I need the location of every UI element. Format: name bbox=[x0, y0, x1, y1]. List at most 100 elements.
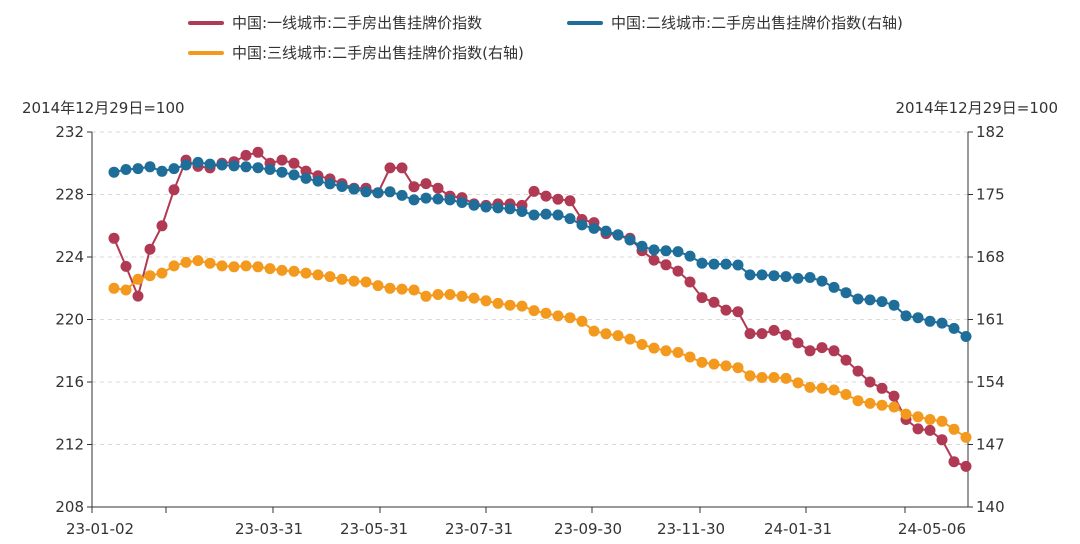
data-point-series-3 bbox=[396, 283, 408, 295]
data-point-series-2 bbox=[480, 201, 492, 213]
data-point-series-3 bbox=[288, 265, 300, 277]
data-point-series-2 bbox=[720, 258, 732, 270]
data-point-series-3 bbox=[300, 267, 312, 279]
data-point-series-2 bbox=[672, 246, 684, 258]
data-point-series-1 bbox=[540, 190, 552, 202]
data-point-series-2 bbox=[516, 206, 528, 217]
data-point-series-3 bbox=[960, 431, 972, 443]
data-point-series-2 bbox=[444, 194, 456, 206]
legend-label-tier2: 中国:二线城市:二手房出售挂牌价指数(右轴) bbox=[611, 14, 903, 32]
data-point-series-3 bbox=[504, 299, 516, 311]
data-point-series-3 bbox=[576, 315, 588, 327]
data-point-series-2 bbox=[108, 166, 120, 178]
data-point-series-1 bbox=[384, 162, 396, 174]
x-tick-label: 23-07-31 bbox=[445, 520, 513, 538]
data-point-series-1 bbox=[420, 178, 432, 190]
data-point-series-3 bbox=[612, 330, 624, 342]
data-point-series-1 bbox=[684, 276, 696, 288]
y-left-tick-label: 212 bbox=[55, 436, 84, 454]
data-point-series-1 bbox=[240, 149, 252, 161]
data-point-series-3 bbox=[216, 260, 228, 272]
data-point-series-1 bbox=[780, 329, 792, 341]
y-right-tick-label: 175 bbox=[976, 186, 1005, 204]
data-point-series-2 bbox=[960, 331, 972, 342]
data-point-series-2 bbox=[276, 166, 288, 178]
data-point-series-2 bbox=[768, 270, 780, 282]
data-point-series-3 bbox=[132, 273, 144, 285]
data-point-series-2 bbox=[504, 203, 516, 215]
data-point-series-3 bbox=[744, 370, 756, 382]
data-point-series-2 bbox=[624, 234, 636, 246]
data-point-series-2 bbox=[552, 209, 564, 221]
data-point-series-1 bbox=[528, 185, 540, 197]
data-point-series-2 bbox=[564, 213, 576, 225]
x-tick-label: 23-11-30 bbox=[657, 520, 725, 538]
data-point-series-3 bbox=[924, 414, 936, 425]
data-point-series-1 bbox=[732, 306, 744, 318]
data-point-series-2 bbox=[216, 159, 228, 171]
data-point-series-1 bbox=[840, 354, 852, 366]
y-right-tick-label: 168 bbox=[976, 248, 1005, 266]
data-point-series-1 bbox=[648, 254, 660, 266]
data-point-series-3 bbox=[120, 284, 132, 296]
data-point-series-1 bbox=[564, 195, 576, 207]
data-point-series-3 bbox=[492, 297, 504, 309]
data-point-series-2 bbox=[180, 159, 192, 171]
data-point-series-3 bbox=[900, 408, 912, 420]
data-point-series-1 bbox=[708, 296, 720, 308]
data-point-series-2 bbox=[888, 299, 900, 311]
data-point-series-2 bbox=[492, 202, 504, 214]
data-point-series-3 bbox=[228, 261, 240, 273]
legend-item-tier1[interactable]: 中国:一线城市:二手房出售挂牌价指数 bbox=[188, 12, 482, 33]
legend-item-tier2[interactable]: 中国:二线城市:二手房出售挂牌价指数(右轴) bbox=[567, 12, 903, 33]
data-point-series-2 bbox=[240, 161, 252, 173]
data-point-series-2 bbox=[612, 229, 624, 241]
data-point-series-2 bbox=[360, 186, 372, 198]
data-point-series-3 bbox=[888, 401, 900, 413]
data-point-series-3 bbox=[432, 289, 444, 300]
x-tick-label: 23-01-02 bbox=[66, 520, 134, 538]
data-point-series-3 bbox=[528, 305, 540, 317]
x-tick-label: 24-01-31 bbox=[764, 520, 832, 538]
data-point-series-3 bbox=[252, 261, 264, 273]
data-point-series-3 bbox=[948, 423, 960, 435]
data-point-series-1 bbox=[876, 382, 888, 394]
data-point-series-2 bbox=[120, 164, 132, 175]
data-point-series-2 bbox=[924, 315, 936, 327]
x-tick-label: 23-09-30 bbox=[554, 520, 622, 538]
data-point-series-1 bbox=[552, 193, 564, 205]
legend-item-tier3[interactable]: 中国:三线城市:二手房出售挂牌价指数(右轴) bbox=[188, 42, 524, 63]
data-point-series-2 bbox=[132, 163, 144, 175]
x-tick-label: 23-03-31 bbox=[235, 520, 303, 538]
data-point-series-3 bbox=[672, 347, 684, 358]
data-point-series-2 bbox=[264, 164, 276, 175]
data-point-series-3 bbox=[156, 267, 168, 279]
data-point-series-3 bbox=[420, 290, 432, 302]
data-point-series-1 bbox=[720, 304, 732, 316]
data-point-series-1 bbox=[960, 460, 972, 472]
data-point-series-2 bbox=[936, 317, 948, 329]
data-point-series-2 bbox=[900, 310, 912, 322]
y-left-tick-label: 208 bbox=[55, 498, 84, 516]
data-point-series-1 bbox=[816, 342, 828, 354]
data-point-series-3 bbox=[312, 269, 324, 281]
data-point-series-3 bbox=[480, 295, 492, 307]
data-point-series-2 bbox=[744, 269, 756, 281]
data-point-series-3 bbox=[684, 351, 696, 363]
data-point-series-3 bbox=[768, 372, 780, 383]
legend-swatch-tier1 bbox=[188, 20, 224, 25]
data-point-series-2 bbox=[864, 294, 876, 306]
data-point-series-1 bbox=[156, 220, 168, 232]
data-point-series-1 bbox=[288, 157, 300, 169]
data-point-series-3 bbox=[780, 372, 792, 384]
data-point-series-3 bbox=[816, 382, 828, 394]
data-point-series-2 bbox=[228, 160, 240, 172]
x-tick-label: 23-05-31 bbox=[340, 520, 408, 538]
data-point-series-3 bbox=[828, 384, 840, 396]
data-point-series-3 bbox=[348, 275, 360, 287]
data-point-series-2 bbox=[324, 178, 336, 190]
y-right-tick-label: 140 bbox=[976, 498, 1005, 516]
data-point-series-1 bbox=[864, 376, 876, 388]
y-right-tick-label: 161 bbox=[976, 311, 1005, 329]
data-point-series-2 bbox=[792, 272, 804, 284]
